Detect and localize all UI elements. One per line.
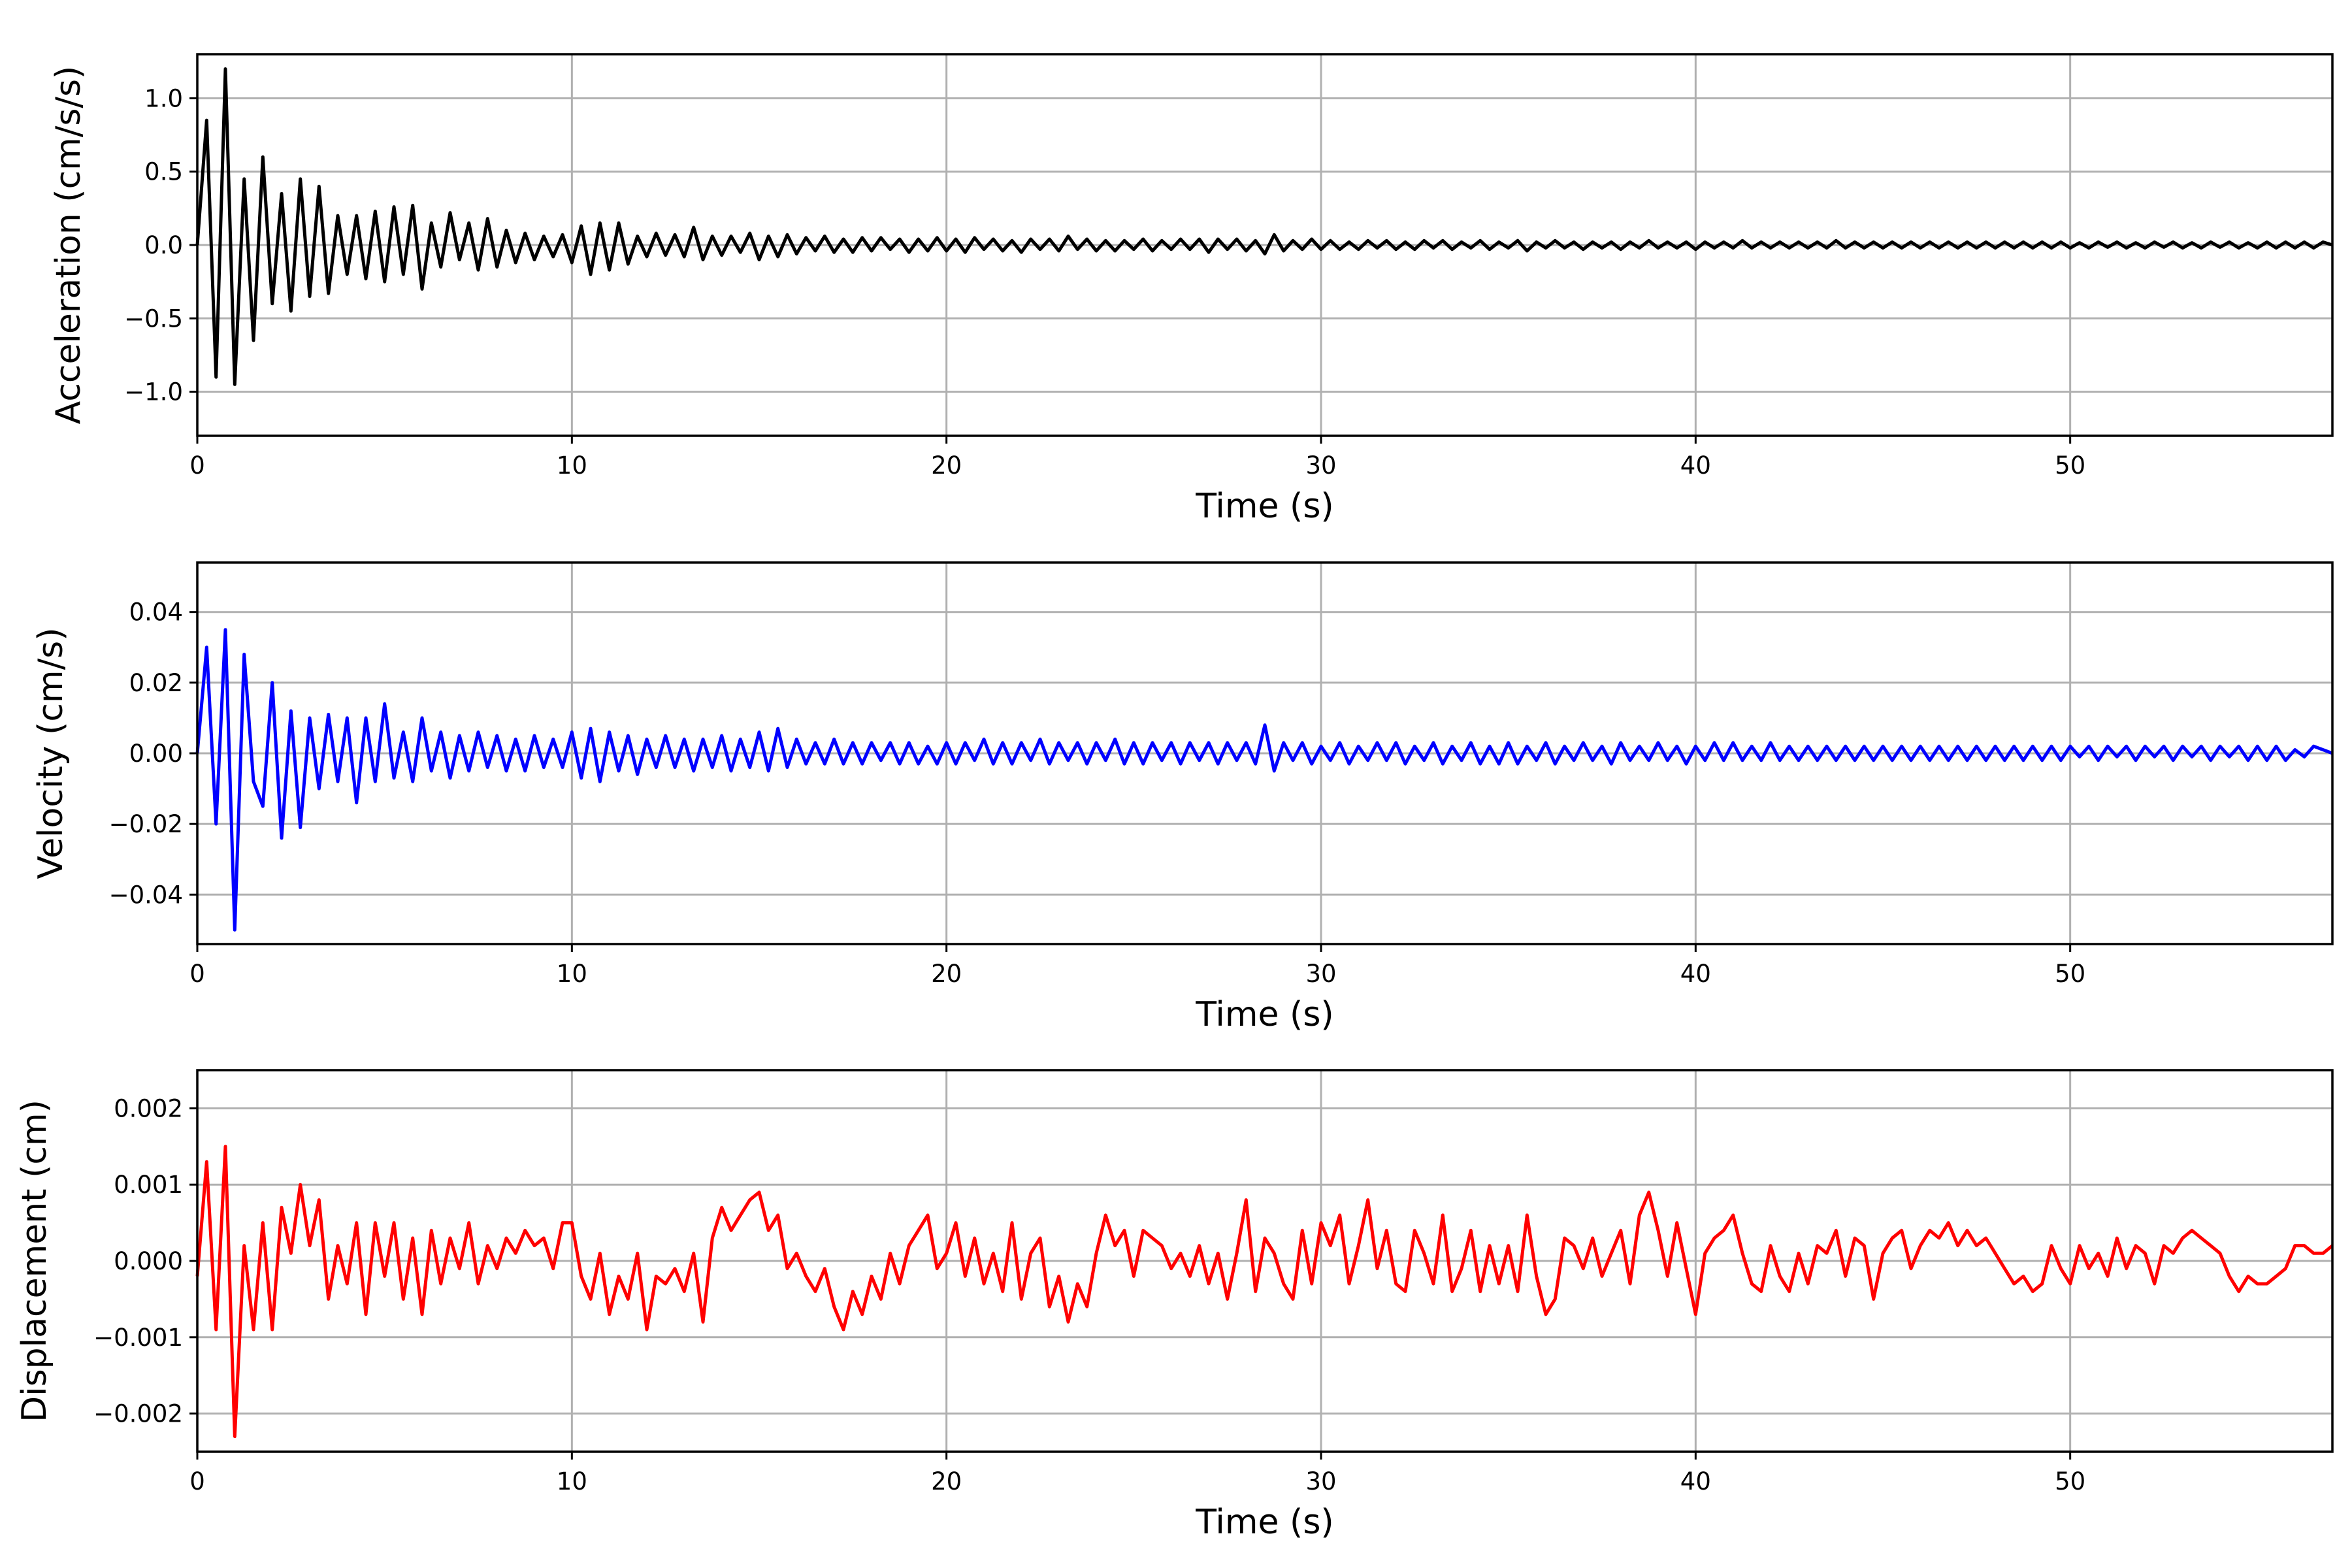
y-axis-label: Velocity (cm/s) xyxy=(31,628,71,879)
velocity-subplot: 0 10 20 30 40 50 −0.04 −0.02 0.00 0.02 0.04 Time (s… xyxy=(31,561,2334,1034)
velocity-series-line xyxy=(197,630,2332,930)
x-axis-label: Time (s) xyxy=(1195,487,1333,526)
x-tick-label: 40 xyxy=(1680,1467,1711,1495)
y-tick-label: 0.02 xyxy=(129,669,183,697)
x-tick-label: 40 xyxy=(1680,960,1711,988)
y-tick-label: 0.5 xyxy=(144,158,183,186)
x-tick-label: 10 xyxy=(557,1467,587,1495)
x-axis-label: Time (s) xyxy=(1195,995,1333,1034)
x-tick-label: 50 xyxy=(2055,1467,2085,1495)
y-tick-label: 0.002 xyxy=(114,1094,183,1122)
x-tick-label: 30 xyxy=(1305,1467,1336,1495)
acceleration-subplot: 0 10 20 30 40 50 −1.0 −0.5 0.0 0.5 1.0 Time (s) Acce… xyxy=(49,53,2334,526)
y-axis-label: Displacement (cm) xyxy=(15,1100,54,1422)
x-tick-label: 10 xyxy=(557,960,587,988)
y-tick-label: −0.5 xyxy=(124,304,183,333)
x-tick-label: 20 xyxy=(931,451,962,480)
x-tick-label: 0 xyxy=(189,960,205,988)
y-tick-label: 0.00 xyxy=(129,740,183,768)
y-tick-label: 0.0 xyxy=(144,231,183,259)
x-tick-label: 30 xyxy=(1305,451,1336,480)
x-tick-label: 50 xyxy=(2055,451,2085,480)
y-tick-label: 0.001 xyxy=(114,1171,183,1199)
x-tick-label: 20 xyxy=(931,1467,962,1495)
x-tick-label: 20 xyxy=(931,960,962,988)
y-tick-label: −0.04 xyxy=(109,881,183,909)
displacement-subplot: 0 10 20 30 40 50 −0.002 −0.001 0.000 0.001 0.002 Ti… xyxy=(15,1069,2334,1542)
y-axis-label: Acceleration (cm/s/s) xyxy=(49,66,88,425)
x-tick-label: 40 xyxy=(1680,451,1711,480)
displacement-series-line xyxy=(197,1147,2332,1437)
x-tick-label: 0 xyxy=(189,451,205,480)
x-axis-label: Time (s) xyxy=(1195,1503,1333,1542)
acceleration-series-line xyxy=(197,69,2332,385)
y-tick-label: −0.002 xyxy=(93,1400,183,1428)
x-tick-label: 10 xyxy=(557,451,587,480)
x-tick-label: 50 xyxy=(2055,960,2085,988)
y-tick-label: 0.000 xyxy=(114,1247,183,1275)
y-tick-label: −1.0 xyxy=(124,378,183,406)
x-tick-label: 30 xyxy=(1305,960,1336,988)
y-tick-label: −0.02 xyxy=(109,810,183,838)
y-tick-label: −0.001 xyxy=(93,1324,183,1352)
y-tick-label: 0.04 xyxy=(129,598,183,627)
y-tick-label: 1.0 xyxy=(144,84,183,112)
x-tick-label: 0 xyxy=(189,1467,205,1495)
